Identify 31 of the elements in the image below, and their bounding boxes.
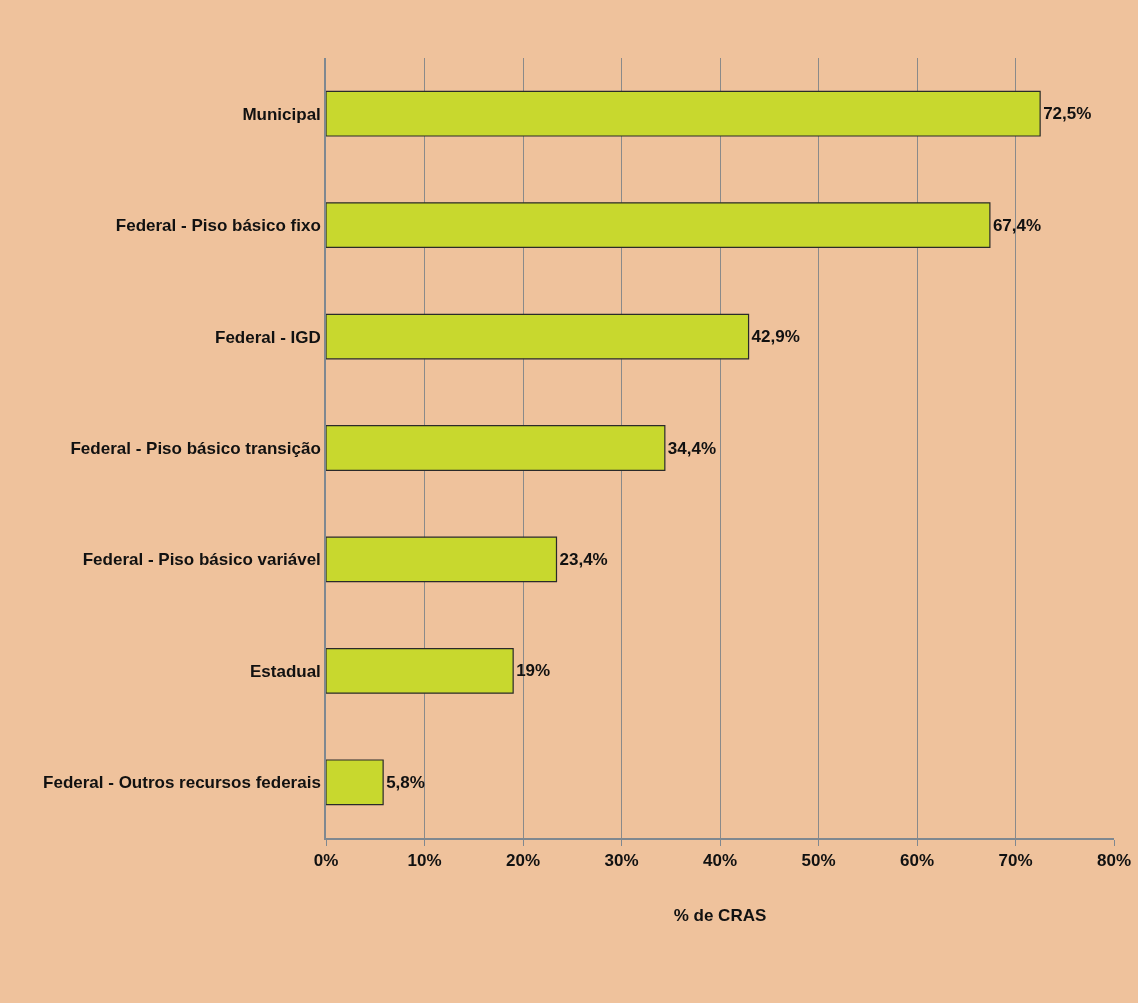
- x-tick-label: 60%: [899, 851, 935, 871]
- y-tick-label: Estadual: [249, 661, 321, 681]
- y-tick-label: Municipal: [242, 104, 321, 124]
- y-tick-label: Federal - Outros recursos federais: [43, 773, 321, 793]
- data-label: 67,4%: [992, 215, 1042, 235]
- x-tick-label: 80%: [1096, 851, 1132, 871]
- bar: [326, 647, 514, 694]
- bar: [326, 202, 991, 249]
- bar: [326, 90, 1041, 137]
- data-label: 42,9%: [751, 327, 800, 347]
- y-tick-label: Federal - Piso básico fixo: [115, 216, 321, 236]
- data-label: 19%: [516, 661, 551, 681]
- bar: [326, 759, 384, 806]
- x-tick-label: 20%: [505, 851, 541, 871]
- data-label: 72,5%: [1043, 104, 1092, 124]
- x-axis-title: % de CRAS: [673, 906, 767, 926]
- data-label: 34,4%: [667, 438, 717, 458]
- y-tick-label: Federal - Piso básico variável: [82, 550, 321, 570]
- x-tick-label: 0%: [313, 851, 339, 871]
- bar: [326, 425, 666, 471]
- y-tick-label: Federal - IGD: [215, 327, 321, 347]
- x-tick-label: 50%: [801, 851, 836, 871]
- x-tick-label: 10%: [407, 851, 442, 871]
- bar: [326, 313, 750, 360]
- data-label: 23,4%: [559, 549, 608, 569]
- data-label: 5,8%: [386, 772, 425, 792]
- bar: [326, 536, 558, 583]
- x-tick-label: 30%: [604, 851, 639, 871]
- x-tick-label: 70%: [998, 851, 1033, 871]
- y-tick-label: Federal - Piso básico transição: [70, 438, 321, 458]
- x-tick-label: 40%: [702, 851, 738, 871]
